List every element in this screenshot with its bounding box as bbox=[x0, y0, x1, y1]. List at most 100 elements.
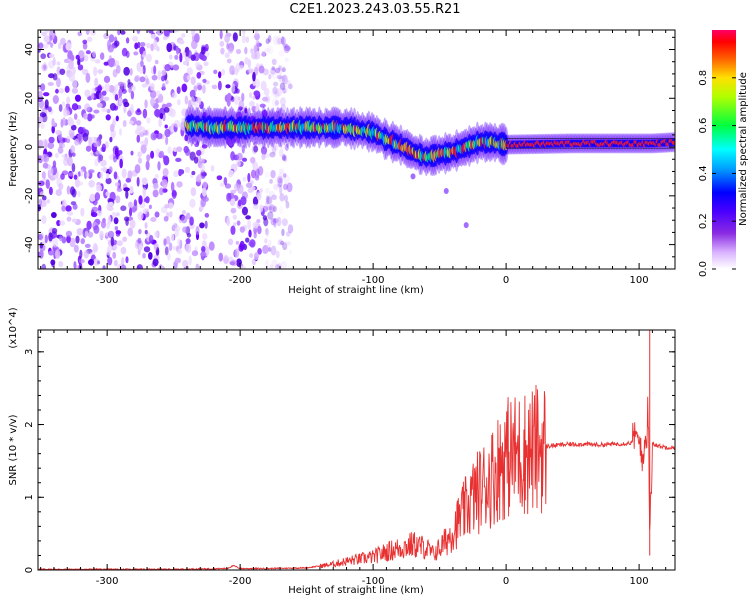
spectrogram-noise-cell bbox=[57, 146, 64, 154]
spectrogram-ridge-core bbox=[671, 140, 675, 145]
spectrogram-noise-cell bbox=[150, 97, 156, 107]
spectrogram-noise-cell bbox=[271, 86, 278, 97]
spectrogram-noise-cell bbox=[267, 34, 272, 43]
spectrogram-noise-cell bbox=[226, 217, 231, 226]
spectrogram-noise-cell bbox=[245, 215, 251, 220]
snr-x-tick-label: -100 bbox=[362, 576, 385, 587]
spectrogram-noise-cell bbox=[61, 199, 67, 205]
spectrogram-noise-cell bbox=[262, 96, 269, 102]
spectrogram-noise-cell bbox=[163, 238, 167, 246]
spectrogram-noise-cell bbox=[129, 186, 134, 193]
spectrogram-noise-cell bbox=[200, 163, 205, 173]
spectrogram-noise-cell bbox=[267, 45, 274, 55]
spectrogram-noise-cell bbox=[271, 194, 277, 200]
spectrogram-noise-cell bbox=[204, 213, 210, 218]
spectrogram-noise-cell bbox=[50, 259, 56, 266]
spectrogram-noise-cell bbox=[80, 169, 84, 177]
spectrogram-noise-cell bbox=[38, 90, 43, 98]
spectrogram-noise-cell bbox=[83, 250, 90, 259]
spectrogram-noise-cell bbox=[259, 103, 266, 108]
spectrogram-noise-cell bbox=[125, 256, 129, 264]
spectrogram-noise-cell bbox=[236, 220, 241, 226]
spectrogram-noise-cell bbox=[218, 71, 222, 79]
spectrogram-noise-cell bbox=[115, 230, 122, 235]
spectrogram-noise-cell bbox=[136, 134, 141, 143]
spectrogram-noise-cell bbox=[86, 171, 90, 178]
spectrogram-noise-cell bbox=[230, 207, 237, 214]
spectrogram-noise-cell bbox=[113, 171, 118, 180]
spectrogram-noise-cell bbox=[102, 265, 106, 269]
spectrogram-noise-cell bbox=[123, 101, 130, 108]
spectrogram-noise-cell bbox=[283, 154, 287, 162]
spectrogram-noise-cell bbox=[105, 177, 112, 185]
spectrogram-noise-cell bbox=[204, 43, 209, 52]
spectrogram-noise-cell bbox=[67, 118, 74, 126]
spectrogram-noise-cell bbox=[200, 251, 207, 257]
spectrogram-noise-cell bbox=[121, 88, 127, 94]
spectrogram-noise-cell bbox=[174, 54, 179, 60]
spectrogram-noise-cell bbox=[278, 50, 285, 57]
spectrogram-noise-cell bbox=[237, 184, 244, 195]
spectrogram-noise-cell bbox=[101, 143, 107, 153]
spectrogram-noise-cell bbox=[84, 243, 91, 248]
spectrogram-noise-cell bbox=[202, 84, 206, 94]
spectrogram-noise-cell bbox=[143, 50, 147, 56]
spectrogram-noise-cell bbox=[156, 30, 162, 36]
spectrogram-noise-cell bbox=[41, 171, 46, 179]
spectrogram-noise-cell bbox=[108, 85, 115, 93]
spectrogram-noise-cell bbox=[272, 69, 279, 75]
spectrogram-noise-cell bbox=[254, 30, 259, 36]
spectrogram-noise-cell bbox=[161, 75, 165, 82]
spectrogram-noise-cell bbox=[279, 82, 286, 91]
spectrogram-noise-cell bbox=[99, 230, 104, 240]
spectrogram-noise-cell bbox=[277, 67, 283, 76]
spectrogram-noise-cell bbox=[127, 110, 132, 117]
spectrogram-noise-cell bbox=[93, 258, 99, 266]
spectrogram-noise-cell bbox=[107, 44, 114, 53]
spectrogram-noise-cell bbox=[58, 88, 65, 94]
spectrogram-noise-cell bbox=[288, 249, 293, 255]
spectrogram-noise-cell bbox=[68, 72, 75, 82]
spectrogram-noise-cell bbox=[270, 142, 277, 151]
spectrogram-noise-cell bbox=[40, 53, 47, 60]
spectrogram-noise-cell bbox=[150, 33, 157, 39]
spectrogram-noise-cell bbox=[167, 202, 174, 209]
spectrogram-noise-cell bbox=[87, 231, 94, 238]
spectrogram-noise-cell bbox=[99, 52, 105, 60]
spectrogram-noise-cell bbox=[73, 174, 78, 180]
spectrogram-noise-cell bbox=[107, 230, 115, 239]
spectrogram-noise-cell bbox=[154, 59, 159, 65]
spectrogram-noise-cell bbox=[265, 38, 270, 45]
spectrogram-noise-cell bbox=[130, 150, 134, 156]
spectrogram-noise-cell bbox=[54, 152, 59, 159]
spectrogram-noise-cell bbox=[279, 240, 285, 246]
spectrogram-noise-cell bbox=[272, 218, 279, 223]
spectrogram-noise-cell bbox=[271, 259, 278, 267]
spectrogram-noise-cell bbox=[71, 163, 76, 173]
spectrogram-noise-cell bbox=[87, 113, 93, 122]
spectrogram-noise-cell bbox=[235, 159, 241, 167]
spectrogram-noise-cell bbox=[51, 125, 56, 134]
spectrogram-noise-cell bbox=[60, 118, 64, 128]
spectrogram-noise-cell bbox=[178, 39, 185, 45]
spectrogram-noise-cell bbox=[277, 173, 283, 178]
spectrogram-noise-cell bbox=[193, 100, 199, 109]
colorbar-tick-label: 0.8 bbox=[698, 70, 709, 86]
spectrogram-noise-cell bbox=[130, 104, 134, 114]
snr-x-tick-label: -200 bbox=[229, 576, 252, 587]
spectrogram-noise-cell bbox=[78, 262, 83, 269]
spectrogram-noise-cell bbox=[138, 67, 144, 74]
spectrogram-blob bbox=[410, 173, 416, 180]
spectrogram-noise-cell bbox=[136, 30, 141, 34]
spectrogram-noise-cell bbox=[75, 54, 80, 60]
spectrogram-noise-cell bbox=[272, 73, 278, 80]
spectrogram-noise-cell bbox=[281, 155, 287, 162]
spectrogram-noise-cell bbox=[264, 201, 272, 207]
spectrogram-noise-cell bbox=[272, 35, 279, 46]
spectrogram-noise-cell bbox=[71, 103, 79, 111]
spectrogram-noise-cell bbox=[56, 77, 61, 88]
spectrogram-y-tick-label: 20 bbox=[24, 92, 35, 105]
spectrogram-noise-cell bbox=[177, 99, 181, 106]
spectrogram-noise-cell bbox=[82, 132, 89, 142]
spectrogram-noise-cell bbox=[264, 171, 270, 179]
